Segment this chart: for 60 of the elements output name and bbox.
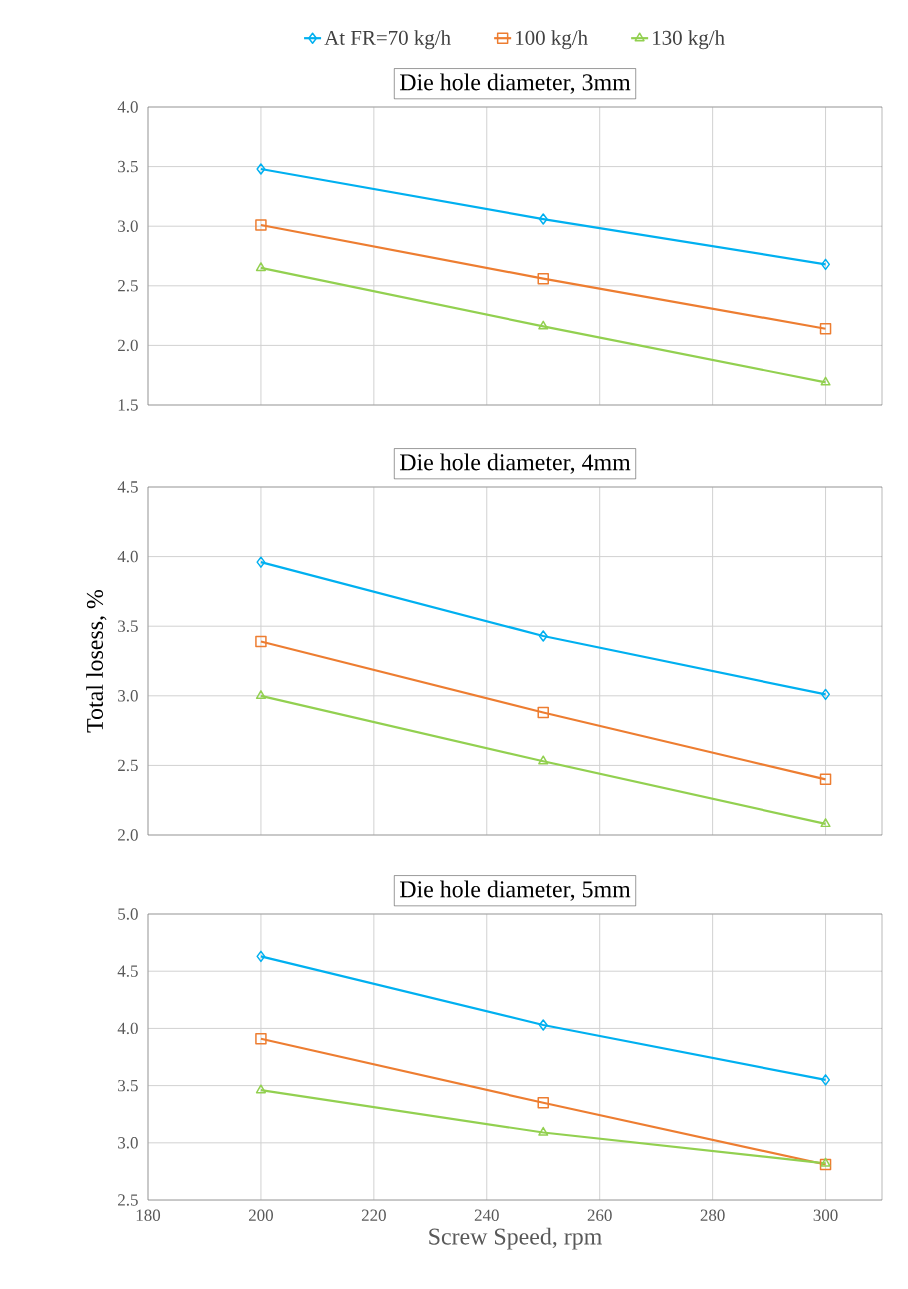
point bbox=[255, 219, 267, 231]
point bbox=[537, 1097, 549, 1109]
point bbox=[537, 272, 549, 285]
x-tick-label: 260 bbox=[587, 1209, 612, 1221]
x-tick-label: 280 bbox=[700, 1209, 725, 1221]
x-tick-label: 200 bbox=[248, 1209, 273, 1221]
point bbox=[255, 1084, 267, 1094]
y-tick-label: 3.5 bbox=[118, 160, 138, 173]
y-tick-label: 4.0 bbox=[117, 550, 138, 563]
point bbox=[538, 630, 548, 642]
point bbox=[538, 1019, 548, 1031]
point bbox=[537, 706, 549, 719]
point bbox=[820, 818, 831, 828]
point bbox=[819, 1158, 832, 1171]
x-tick-label: 220 bbox=[361, 1209, 386, 1221]
legend-label: 100 kg/h bbox=[516, 30, 588, 50]
point bbox=[256, 950, 266, 963]
y-tick-label: 2.5 bbox=[118, 759, 138, 772]
y-tick-label: 4.0 bbox=[117, 101, 138, 113]
point bbox=[256, 556, 266, 568]
point bbox=[255, 690, 266, 700]
point bbox=[821, 258, 831, 271]
x-tick-label: 300 bbox=[813, 1209, 838, 1221]
y-tick-label: 2.0 bbox=[118, 339, 138, 352]
point bbox=[255, 1032, 267, 1045]
point bbox=[819, 322, 832, 335]
chart-title: Die hole diameter, 4mm bbox=[399, 453, 631, 474]
point bbox=[819, 773, 832, 786]
y-tick-label: 1.5 bbox=[118, 399, 138, 411]
point bbox=[538, 320, 549, 330]
point bbox=[256, 163, 266, 175]
point bbox=[255, 635, 267, 648]
point bbox=[538, 1126, 549, 1136]
y-tick-label: 4.0 bbox=[117, 1022, 138, 1035]
y-tick-label: 5.0 bbox=[118, 908, 138, 920]
y-axis-title: Total losess, % bbox=[86, 589, 107, 733]
point bbox=[821, 688, 831, 701]
x-axis-title: Screw Speed, rpm bbox=[429, 1227, 602, 1250]
point bbox=[820, 376, 831, 386]
y-tick-label: 4.5 bbox=[117, 481, 138, 493]
y-tick-label: 2.0 bbox=[118, 829, 138, 841]
x-tick-label: 240 bbox=[474, 1209, 499, 1221]
y-tick-label: 4.5 bbox=[117, 965, 138, 977]
point bbox=[538, 213, 548, 225]
point bbox=[538, 755, 549, 765]
y-tick-label: 3.0 bbox=[118, 1137, 138, 1149]
x-tick-label: 180 bbox=[136, 1209, 161, 1221]
point bbox=[820, 1157, 831, 1167]
chart-title: Die hole diameter, 5mm bbox=[399, 880, 631, 901]
y-tick-label: 2.5 bbox=[118, 280, 138, 292]
y-tick-label: 3.5 bbox=[118, 1079, 138, 1092]
y-tick-label: 3.0 bbox=[118, 690, 138, 702]
point bbox=[821, 1074, 831, 1086]
chart-title: Die hole diameter, 3mm bbox=[399, 73, 631, 94]
y-tick-label: 3.5 bbox=[118, 620, 138, 632]
point bbox=[255, 262, 267, 272]
y-tick-label: 2.5 bbox=[118, 1194, 138, 1206]
legend-label: 130 kg/h bbox=[653, 30, 725, 50]
y-tick-label: 3.0 bbox=[118, 220, 138, 232]
legend-label: At FR=70 kg/h bbox=[324, 30, 451, 50]
